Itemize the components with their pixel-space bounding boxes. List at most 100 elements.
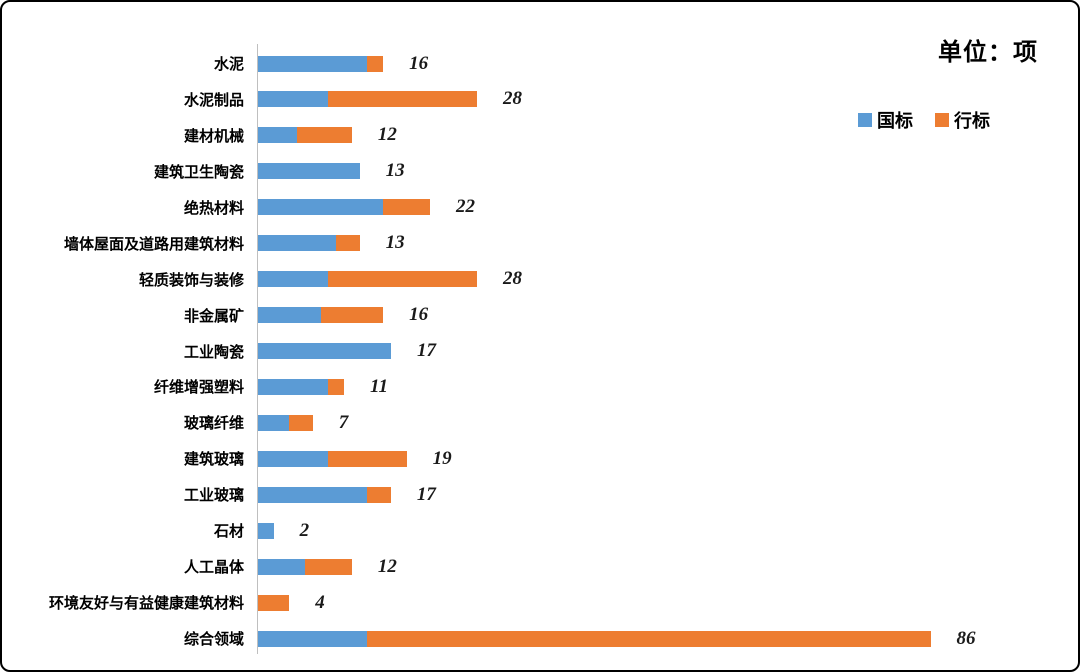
bar-segment-行标	[328, 91, 477, 108]
bar-segment-国标	[258, 163, 360, 180]
bar-track	[258, 594, 290, 611]
chart-row: 石材 2	[2, 513, 1078, 548]
legend-item-hb: 行标	[935, 107, 990, 133]
category-label: 石材	[213, 523, 244, 541]
value-label: 7	[338, 411, 349, 433]
chart-row: 建材机械 12	[2, 118, 1078, 153]
category-label: 人工晶体	[183, 559, 244, 577]
category-label: 综合领域	[183, 631, 244, 648]
bar-track	[258, 163, 360, 180]
bar-segment-行标	[367, 486, 391, 503]
value-label: 13	[385, 232, 405, 254]
bar-segment-行标	[297, 127, 352, 144]
bar-track	[258, 271, 477, 288]
value-label: 12	[377, 555, 397, 577]
bar-segment-国标	[258, 271, 329, 288]
chart-row: 环境友好与有益健康建筑材料 4	[2, 585, 1078, 620]
bar-segment-国标	[258, 486, 368, 503]
bar-segment-国标	[258, 307, 321, 324]
value-label: 16	[409, 304, 429, 326]
bar-track	[258, 343, 391, 359]
bar-track	[258, 91, 477, 108]
bar-segment-行标	[328, 271, 477, 288]
chart-row: 绝热材料 22	[2, 190, 1078, 225]
category-label: 墙体屋面及道路用建筑材料	[63, 235, 244, 253]
bar-segment-国标	[258, 235, 337, 252]
category-label: 工业陶瓷	[183, 343, 244, 361]
bar-track	[258, 307, 384, 324]
bar-segment-国标	[258, 558, 305, 575]
bar-segment-行标	[367, 630, 931, 647]
chart-row: 纤维增强塑料 11	[2, 369, 1078, 404]
category-label: 绝热材料	[183, 199, 244, 217]
bar-segment-国标	[258, 91, 329, 108]
bar-segment-国标	[258, 522, 274, 539]
chart-row: 水泥 16	[2, 46, 1078, 81]
category-label: 建材机械	[183, 127, 244, 145]
bar-track	[258, 127, 352, 144]
legend-swatch-hb	[935, 113, 949, 127]
value-label: 17	[416, 340, 436, 361]
bar-track	[258, 450, 407, 467]
chart-row: 工业陶瓷 17	[2, 334, 1078, 369]
value-label: 11	[370, 375, 388, 397]
value-label: 28	[502, 88, 522, 110]
bar-track	[258, 522, 274, 539]
category-label: 水泥制品	[183, 91, 244, 109]
value-label: 17	[416, 483, 436, 505]
bar-segment-国标	[258, 450, 329, 467]
value-label: 16	[409, 52, 429, 74]
chart-row: 人工晶体 12	[2, 549, 1078, 584]
bar-track	[258, 558, 352, 575]
category-axis-line	[257, 44, 258, 654]
chart-row: 水泥制品 28	[2, 82, 1078, 117]
bar-segment-行标	[336, 235, 360, 252]
category-label: 玻璃纤维	[183, 415, 244, 433]
bar-track	[258, 55, 384, 72]
bar-track	[258, 630, 931, 647]
bar-segment-国标	[258, 343, 391, 359]
bar-segment-行标	[258, 594, 290, 611]
category-label: 工业玻璃	[183, 487, 244, 505]
bar-segment-行标	[383, 199, 431, 216]
plot-area: 水泥 16 水泥制品 28 建材机械 12 建筑卫生陶瓷 13 绝热材料 22 墙体屋面及道路用建筑…	[2, 46, 1078, 656]
bar-segment-国标	[258, 630, 368, 647]
bar-track	[258, 378, 344, 395]
chart-row: 玻璃纤维 7	[2, 405, 1078, 440]
unit-title: 单位：项	[938, 39, 1038, 66]
legend-item-gb: 国标	[858, 107, 913, 133]
chart-row: 非金属矿 16	[2, 298, 1078, 333]
value-label: 2	[299, 519, 310, 541]
bar-segment-行标	[367, 55, 384, 72]
bar-track	[258, 199, 431, 216]
bar-segment-行标	[289, 414, 313, 431]
chart-row: 工业玻璃 17	[2, 477, 1078, 512]
category-label: 建筑卫生陶瓷	[153, 163, 244, 181]
category-label: 环境友好与有益健康建筑材料	[48, 595, 244, 613]
bar-segment-行标	[320, 307, 384, 324]
legend: 国标 行标	[858, 107, 990, 133]
legend-swatch-gb	[858, 113, 872, 127]
chart-row: 轻质装饰与装修 28	[2, 262, 1078, 297]
value-label: 4	[315, 591, 325, 613]
chart-row: 墙体屋面及道路用建筑材料 13	[2, 226, 1078, 261]
category-label: 非金属矿	[183, 307, 244, 325]
bar-segment-国标	[258, 414, 290, 431]
bar-segment-国标	[258, 199, 384, 216]
legend-label-hb: 行标	[954, 111, 990, 131]
chart-row: 建筑卫生陶瓷 13	[2, 154, 1078, 189]
bar-track	[258, 486, 391, 503]
value-label: 28	[502, 268, 522, 290]
value-label: 22	[456, 196, 476, 218]
bar-segment-行标	[304, 558, 352, 575]
chart-row: 综合领域 86	[2, 621, 1078, 656]
value-label: 13	[385, 160, 405, 182]
value-label: 12	[377, 124, 397, 146]
bar-segment-国标	[258, 127, 298, 144]
category-label: 纤维增强塑料	[153, 379, 244, 397]
value-label: 86	[956, 627, 976, 649]
category-label: 水泥	[213, 56, 244, 73]
legend-label-gb: 国标	[877, 111, 913, 131]
category-label: 建筑玻璃	[183, 451, 244, 469]
